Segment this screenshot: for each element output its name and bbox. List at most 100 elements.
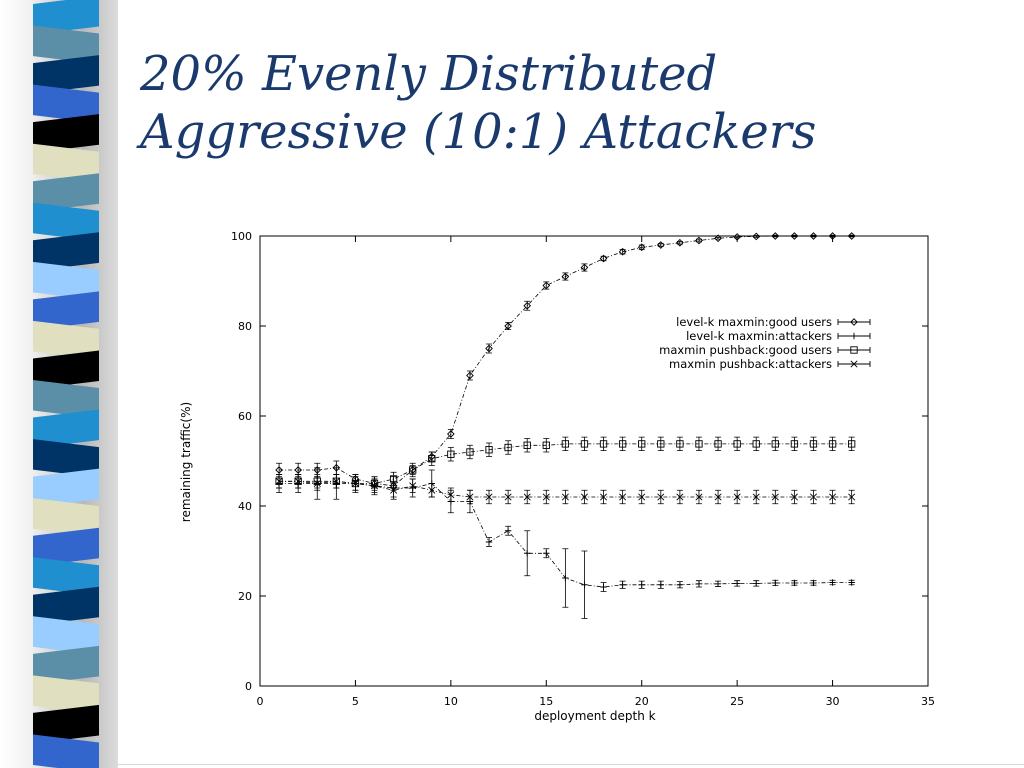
data-point	[351, 479, 359, 488]
data-point	[618, 440, 627, 448]
data-point	[714, 493, 722, 501]
data-point	[828, 440, 837, 448]
data-point	[542, 493, 550, 501]
data-point	[733, 233, 741, 241]
data-point	[790, 493, 798, 501]
plot-area	[259, 235, 929, 687]
footer-rule	[118, 764, 1024, 765]
data-point	[294, 477, 302, 485]
data-point	[370, 482, 379, 490]
data-point	[561, 272, 570, 281]
data-point	[733, 440, 741, 448]
error-bar	[428, 451, 435, 466]
data-point	[542, 441, 550, 449]
data-point	[580, 493, 588, 501]
data-point	[504, 527, 512, 534]
y-tick-label: 0	[245, 680, 252, 693]
stripe-band	[33, 586, 99, 626]
data-point	[599, 440, 608, 448]
stripe-band	[33, 616, 99, 655]
data-point	[523, 493, 531, 501]
data-point	[485, 344, 493, 353]
data-point	[676, 440, 684, 448]
data-point	[752, 232, 761, 241]
data-point	[695, 236, 703, 245]
data-point	[390, 486, 398, 494]
error-bar	[829, 436, 836, 452]
data-point	[848, 579, 855, 586]
y-tick-label: 20	[238, 590, 252, 603]
data-point	[523, 441, 531, 449]
data-point	[848, 440, 856, 448]
data-point	[733, 580, 741, 587]
error-bar	[581, 436, 588, 452]
data-point	[771, 232, 780, 240]
x-tick-label: 30	[826, 695, 840, 708]
data-point	[504, 493, 512, 501]
error-bar	[600, 436, 607, 452]
data-point	[695, 440, 703, 448]
stripe-band	[33, 0, 99, 35]
x-tick-label: 25	[730, 695, 744, 708]
data-point	[771, 493, 779, 501]
data-point	[638, 493, 646, 501]
stripe-band	[33, 468, 99, 508]
data-point	[850, 332, 858, 340]
y-tick-label: 60	[238, 410, 252, 423]
x-tick-label: 10	[444, 695, 458, 708]
stripe-band	[33, 202, 99, 242]
legend-label: maxmin pushback:attackers	[669, 357, 832, 371]
data-point	[657, 493, 665, 501]
data-point	[809, 232, 818, 240]
data-point	[389, 475, 398, 483]
error-bar	[466, 444, 473, 460]
data-point	[810, 579, 817, 587]
stripe-band	[33, 557, 99, 596]
legend-label: level-k maxmin:attackers	[686, 329, 832, 343]
data-point	[428, 455, 436, 463]
error-bar	[715, 436, 722, 452]
data-point	[523, 301, 532, 310]
error-bar	[486, 442, 493, 457]
error-bar	[848, 436, 855, 452]
error-bar	[562, 272, 569, 281]
stripe-band	[33, 143, 99, 183]
data-point	[828, 232, 837, 240]
data-point	[695, 493, 703, 501]
stripe-band	[33, 409, 99, 449]
x-tick-label: 5	[352, 695, 359, 708]
data-point	[618, 247, 627, 256]
data-point	[829, 493, 837, 501]
y-axis-label: remaining traffic(%)	[179, 402, 193, 522]
data-point	[409, 466, 417, 474]
decorative-stripe-strip	[33, 0, 99, 768]
data-point	[638, 440, 646, 448]
data-point	[847, 232, 856, 240]
error-bar	[676, 436, 683, 452]
data-point	[809, 440, 818, 448]
y-tick-label: 100	[231, 230, 252, 243]
error-bar	[600, 255, 607, 262]
error-bar	[619, 249, 626, 255]
data-point	[561, 440, 570, 448]
data-point	[733, 493, 741, 501]
data-point	[714, 580, 722, 588]
error-bar	[619, 436, 626, 452]
error-bar	[638, 436, 645, 452]
data-point	[695, 580, 703, 588]
data-point	[580, 263, 589, 272]
stripe-band	[33, 645, 99, 685]
error-bar	[810, 436, 817, 452]
data-point	[850, 318, 858, 326]
data-point	[714, 234, 722, 243]
data-point	[809, 493, 818, 501]
x-axis-label: deployment depth k	[534, 709, 655, 723]
data-point	[619, 581, 626, 588]
data-point	[656, 241, 665, 249]
data-point	[409, 482, 417, 490]
data-point	[447, 430, 455, 438]
data-point	[600, 493, 608, 501]
stripe-band	[33, 350, 99, 389]
error-bar	[562, 436, 569, 452]
data-point	[543, 550, 550, 557]
